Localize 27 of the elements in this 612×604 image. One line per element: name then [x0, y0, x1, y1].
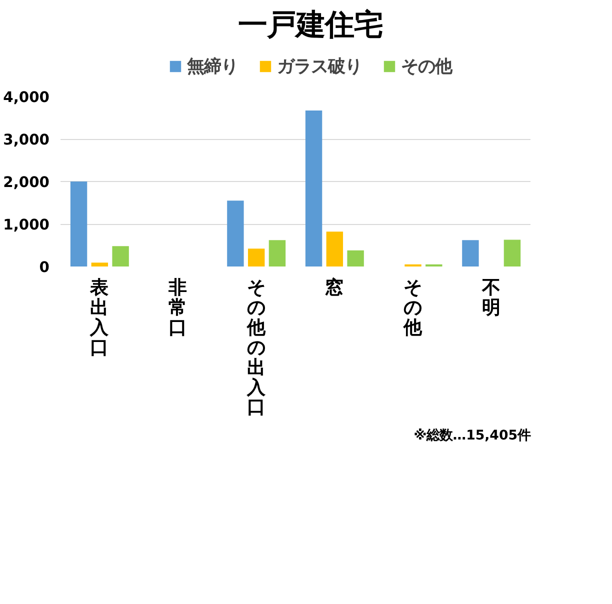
y-tick-label: 0: [39, 259, 50, 276]
legend-label: その他: [401, 56, 452, 78]
bar: [248, 248, 265, 266]
x-tick-label: 表出入口: [89, 276, 110, 358]
bar: [462, 240, 479, 266]
x-tick-label: 窓: [325, 276, 344, 298]
x-tick-label: その他の出入口: [246, 278, 267, 418]
bar: [91, 262, 108, 266]
x-tick-label: 不明: [480, 278, 501, 318]
text: ※総数…15,405件: [414, 428, 530, 444]
y-tick-label: 1,000: [3, 216, 50, 234]
bar: [112, 246, 129, 266]
y-tick-label: 4,000: [3, 89, 50, 106]
bar: [326, 232, 344, 266]
y-tick-label: 2,000: [3, 174, 50, 191]
bar: [305, 110, 322, 266]
legend-label: ガラス破り: [277, 56, 362, 78]
bar: [268, 240, 286, 266]
x-tick-label: 非常口: [168, 276, 188, 338]
legend-label: 無締り: [187, 56, 238, 78]
bar: [347, 250, 364, 266]
y-tick-label: 3,000: [3, 132, 50, 148]
bar: [504, 240, 521, 266]
bar: [227, 200, 244, 266]
x-tick-label: その他: [402, 278, 424, 338]
chart-title: 一戸建住宅: [238, 8, 383, 42]
bar: [70, 182, 88, 266]
